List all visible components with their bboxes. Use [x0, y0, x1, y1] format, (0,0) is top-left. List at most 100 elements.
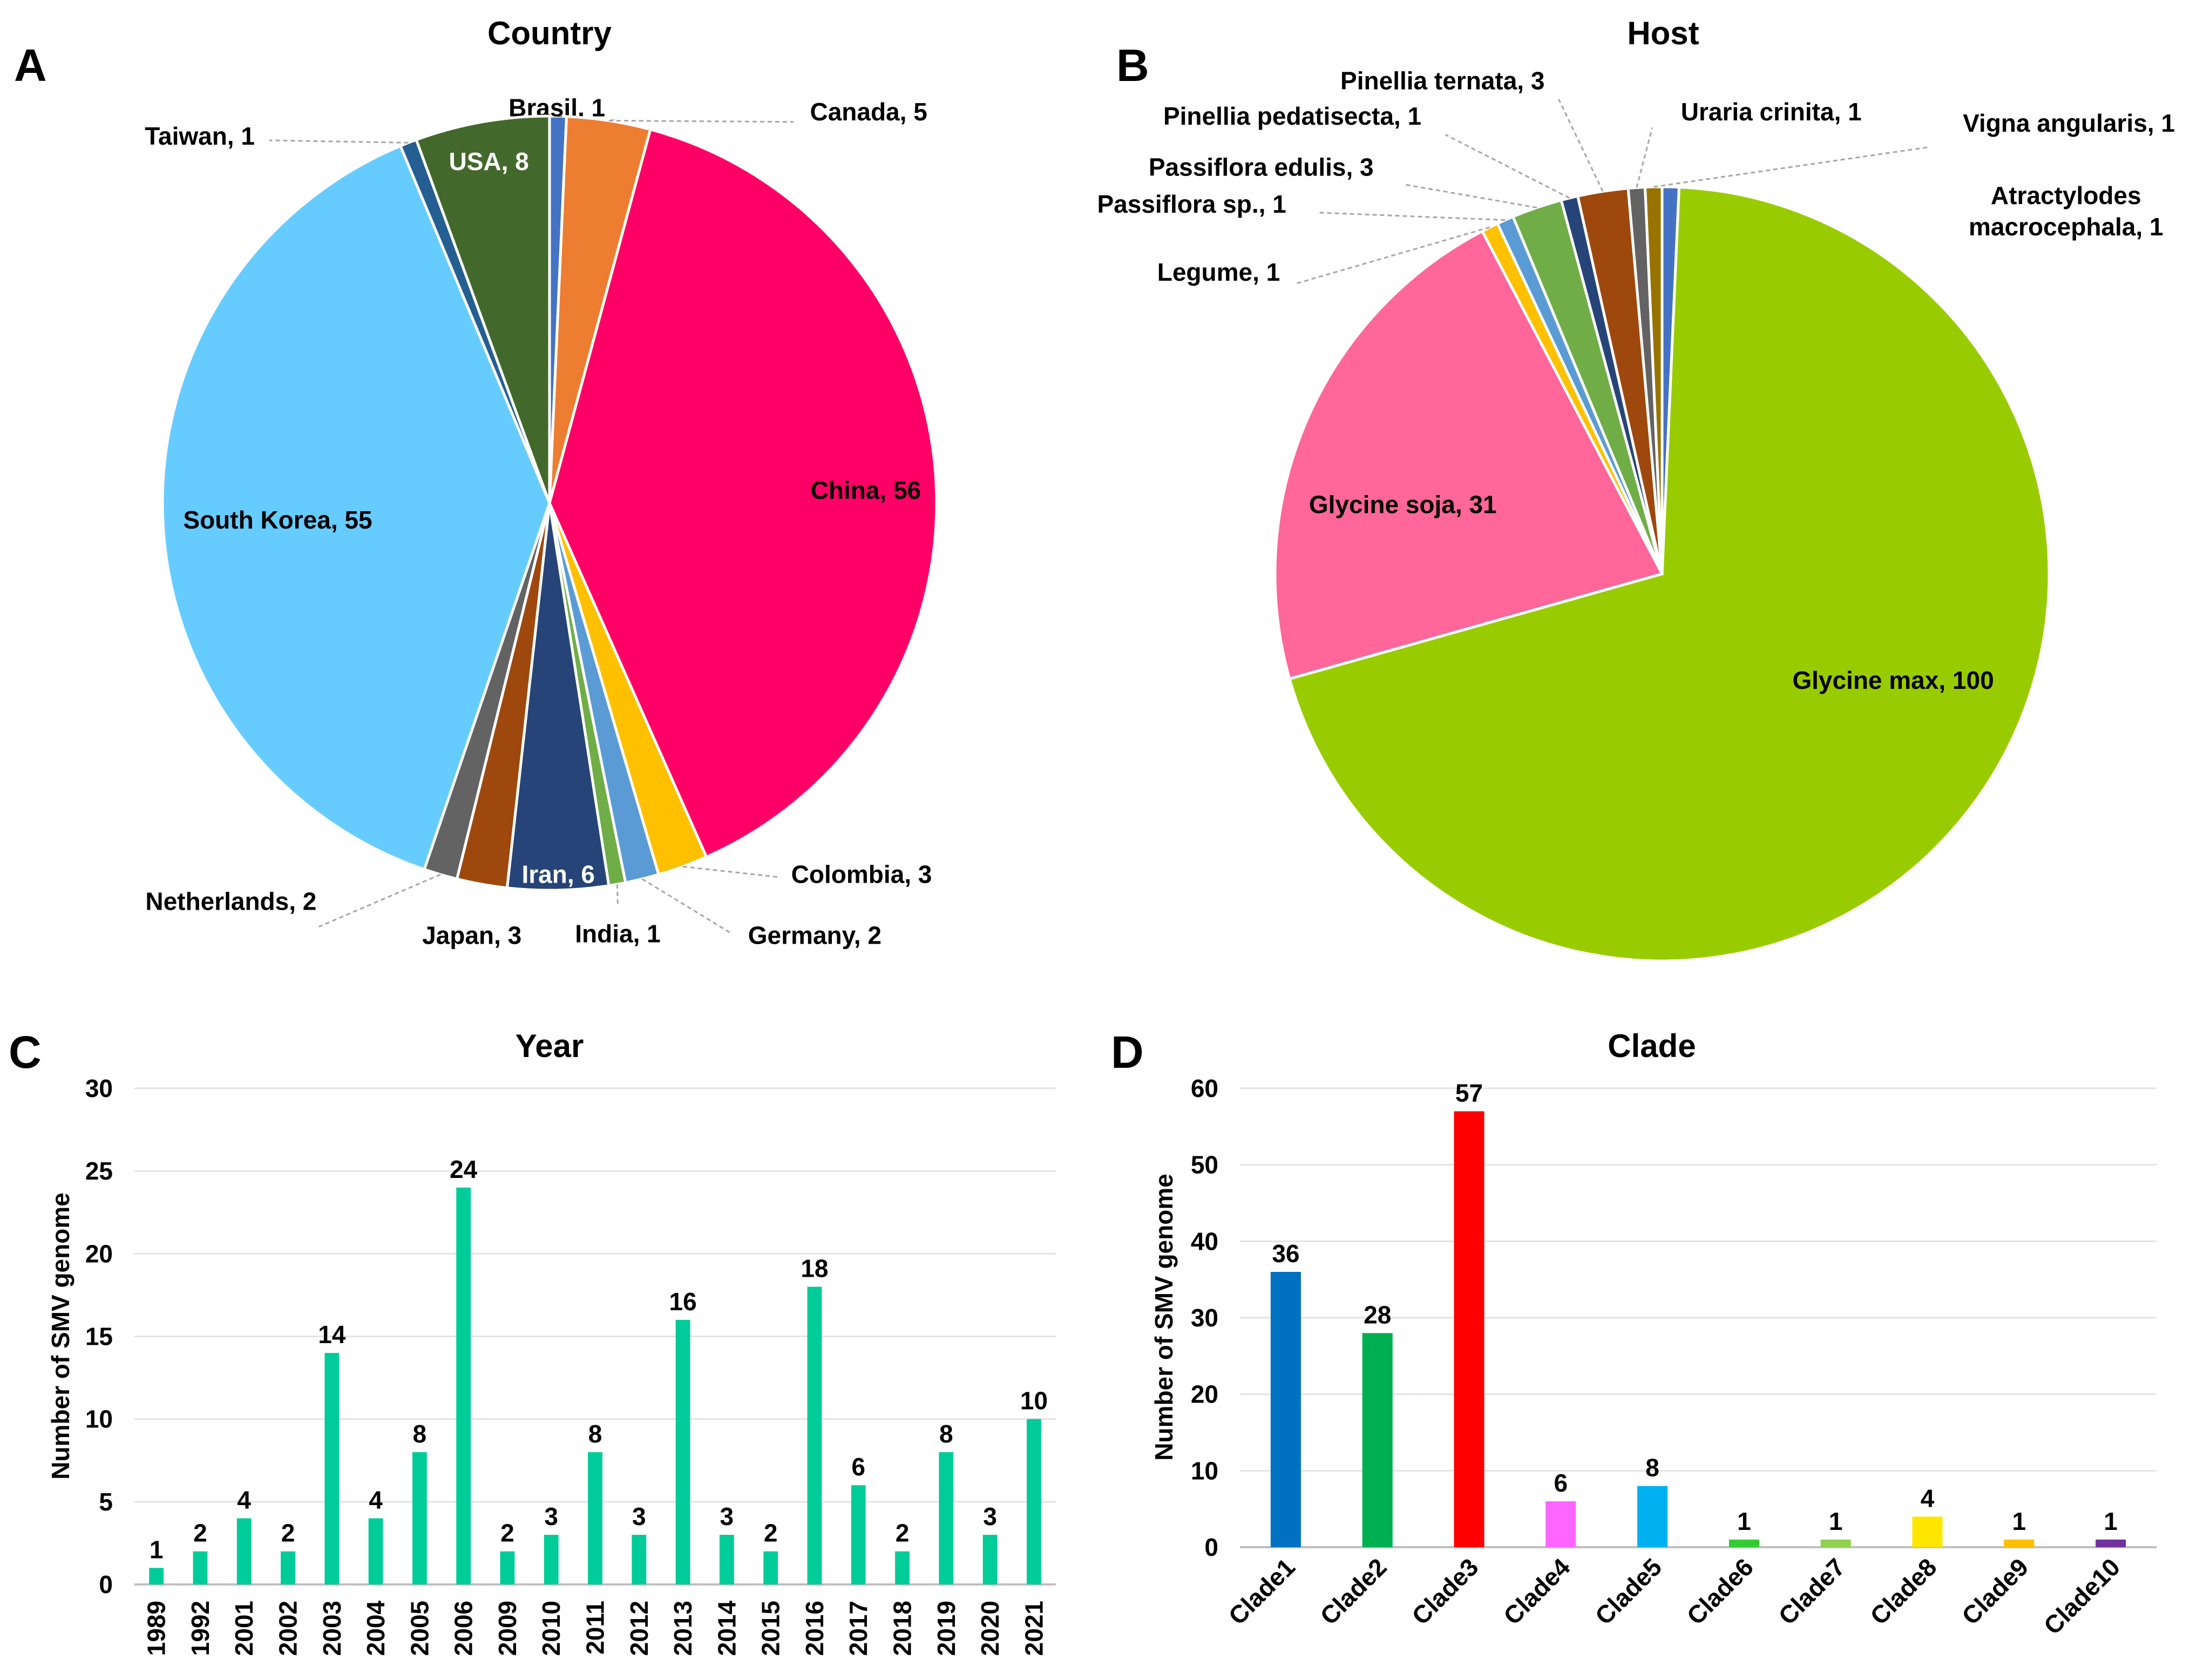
x-tick-label: 2018: [889, 1601, 917, 1656]
data-label-line: Passiflora edulis, 3: [1149, 153, 1374, 181]
bar-value-label: 18: [801, 1255, 828, 1283]
data-label-line: Uraria crinita, 1: [1681, 98, 1862, 126]
data-label-passiflora-edulis: Passiflora edulis, 3: [1149, 153, 1374, 181]
y-tick-label: 15: [85, 1323, 113, 1351]
data-label-legume: Legume, 1: [1157, 258, 1280, 286]
bar-2006: [456, 1187, 471, 1584]
x-tick-label: 2013: [669, 1601, 697, 1656]
leader-line: [641, 878, 730, 933]
bar-2021: [1026, 1419, 1041, 1584]
x-tick-label: 1992: [186, 1601, 214, 1656]
x-tick-label: Clade2: [1314, 1553, 1392, 1630]
data-label-line: Atractylodes: [1991, 181, 2141, 209]
bar-clade3: [1454, 1111, 1484, 1547]
pie-slice-glycine-soja: [1273, 229, 1664, 681]
bar-2016: [807, 1286, 822, 1584]
x-tick-label: 2020: [976, 1601, 1004, 1656]
x-tick-label: Clade3: [1406, 1553, 1483, 1630]
x-tick-label: 2002: [274, 1601, 302, 1656]
bar-value-label: 3: [544, 1502, 558, 1530]
pie-slice-iran: [505, 503, 611, 892]
data-label-line: Glycine max, 100: [1792, 666, 1994, 694]
bar-2004: [368, 1518, 383, 1584]
x-tick-label: 2014: [713, 1601, 741, 1656]
x-tick-label: Clade6: [1682, 1553, 1759, 1630]
leader-line: [616, 884, 619, 907]
data-label-uraria-crinita: Uraria crinita, 1: [1681, 98, 1862, 126]
panel-d-clade-bar: D Clade Number of SMV genome 0 10 20 30 40 50…: [1111, 1027, 2157, 1640]
data-label-glycine-max: Glycine max, 100: [1792, 666, 1994, 694]
data-label-iran: Iran, 6: [521, 860, 595, 888]
bar-value-label: 14: [318, 1320, 346, 1349]
pie-slice-glycine-max: [1287, 186, 2051, 963]
data-label-pinellia-ternata: Pinellia ternata, 3: [1340, 66, 1544, 94]
x-tick-label: 2009: [493, 1601, 521, 1656]
bar-2015: [763, 1551, 778, 1584]
bar-value-label: 3: [983, 1502, 997, 1530]
leader-line: [608, 119, 794, 123]
x-tick-label: 1989: [143, 1601, 171, 1656]
data-label-taiwan: Taiwan, 1: [145, 122, 255, 150]
leader-line: [318, 873, 441, 928]
x-tick-label: 2015: [757, 1601, 785, 1656]
x-tick-label: 2004: [362, 1601, 390, 1656]
x-tick-label: Clade1: [1223, 1553, 1300, 1630]
data-label-china: China, 56: [811, 476, 921, 504]
data-label-line: Taiwan, 1: [145, 122, 255, 150]
bar-value-label: 36: [1272, 1239, 1299, 1268]
pie-slice-china: [548, 127, 938, 859]
data-label-india: India, 1: [575, 920, 660, 948]
y-tick-label: 5: [99, 1488, 113, 1516]
y-tick-label: 10: [85, 1405, 113, 1433]
data-label-line: Netherlands, 2: [145, 887, 316, 915]
x-tick-label: 2021: [1020, 1601, 1048, 1656]
data-label-pinellia-pedatisecta: Pinellia pedatisecta, 1: [1163, 102, 1421, 130]
bar-value-label: 16: [669, 1288, 696, 1316]
chart-title-country: Country: [487, 15, 612, 51]
bar-value-label: 6: [851, 1453, 865, 1481]
bar-value-label: 4: [369, 1486, 383, 1514]
leader-line: [682, 865, 779, 878]
panel-letter-d: D: [1111, 1027, 1144, 1078]
chart-title-host: Host: [1627, 15, 1699, 51]
y-tick-label: 20: [85, 1239, 113, 1268]
data-label-vigna-angularis: Vigna angularis, 1: [1963, 109, 2175, 137]
leader-line: [1636, 127, 1653, 188]
bar-value-label: 6: [1554, 1469, 1568, 1497]
bar-value-label: 8: [939, 1420, 953, 1448]
bar-value-label: 57: [1455, 1079, 1483, 1107]
pie-slice-south-korea: [161, 144, 551, 871]
bar-value-label: 2: [193, 1519, 207, 1547]
data-label-line: Pinellia ternata, 3: [1340, 66, 1544, 94]
data-label-line: Japan, 3: [422, 921, 521, 949]
y-axis-label: Number of SMV genome: [1150, 1174, 1178, 1461]
bar-clade4: [1545, 1501, 1576, 1547]
panel-letter-a: A: [14, 40, 47, 91]
chart-title-clade: Clade: [1608, 1028, 1696, 1064]
data-label-atractylodes-macrocephala: Atractylodes macrocephala, 1: [1969, 181, 2164, 241]
data-label-south-korea: South Korea, 55: [183, 506, 372, 534]
y-tick-label: 25: [85, 1157, 113, 1185]
bar-clade8: [1912, 1516, 1943, 1547]
y-tick-label: 60: [1191, 1074, 1218, 1102]
bar-1992: [193, 1551, 208, 1584]
bar-value-label: 4: [1921, 1484, 1935, 1512]
bar-2013: [675, 1319, 690, 1584]
bar-value-label: 28: [1364, 1300, 1391, 1329]
bar-value-label: 8: [588, 1420, 602, 1448]
data-label-line: India, 1: [575, 920, 660, 948]
leader-line: [1402, 183, 1537, 209]
bar-value-label: 2: [281, 1519, 295, 1547]
data-label-line: China, 56: [811, 476, 921, 504]
data-label-line: Glycine soja, 31: [1309, 490, 1497, 518]
bar-clade6: [1728, 1539, 1759, 1547]
bar-1989: [149, 1568, 164, 1584]
leader-line: [1445, 134, 1570, 199]
bar-2017: [851, 1485, 866, 1584]
chart-title-year: Year: [516, 1028, 584, 1064]
y-tick-label: 30: [85, 1074, 113, 1102]
bar-value-label: 10: [1020, 1387, 1048, 1415]
bar-value-label: 1: [2012, 1507, 2026, 1535]
